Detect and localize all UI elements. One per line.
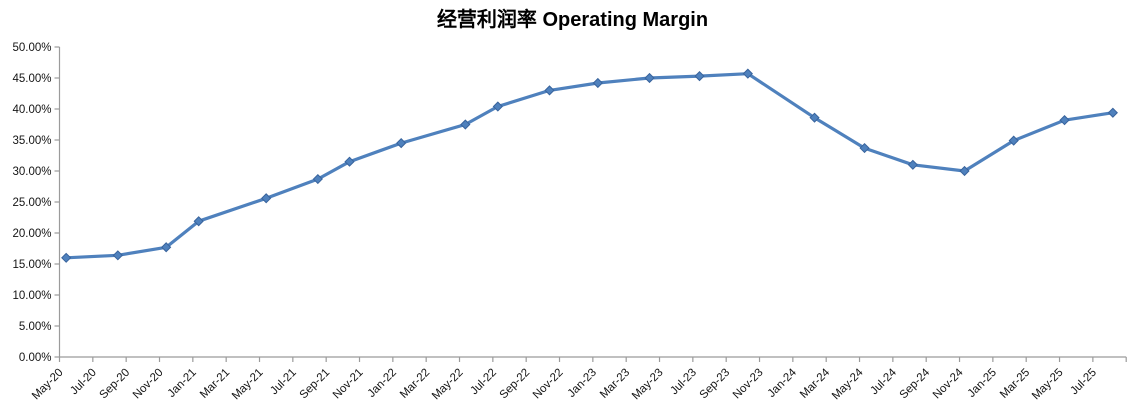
x-tick-label: Nov-24 — [931, 366, 966, 401]
x-tick-label: Nov-22 — [531, 367, 566, 402]
x-tick-label: Jul-23 — [668, 367, 699, 398]
x-tick-label: Jul-20 — [68, 367, 99, 398]
data-point-marker — [344, 156, 355, 167]
x-tick-label: Mar-21 — [198, 367, 232, 401]
x-tick-label: Mar-25 — [998, 367, 1032, 401]
data-point-marker — [396, 137, 407, 149]
x-tick-label: Nov-21 — [331, 367, 366, 402]
x-tick-label: Jan-22 — [366, 367, 399, 400]
x-tick-label: Jan-23 — [566, 367, 599, 400]
data-point-marker — [544, 85, 555, 96]
x-tick-label: May-22 — [430, 367, 466, 403]
x-tick-label: Jan-24 — [766, 366, 800, 400]
y-tick-label: 45.00% — [12, 73, 51, 85]
data-point-marker — [907, 159, 918, 170]
y-tick-label: 5.00% — [19, 321, 52, 333]
data-point-marker — [161, 242, 172, 253]
y-tick-label: 10.00% — [12, 290, 51, 302]
chart-title: 经营利润率 Operating Margin — [436, 9, 709, 31]
y-tick-label: 40.00% — [12, 104, 51, 116]
x-tick-label: Mar-22 — [398, 367, 432, 401]
x-tick-label: Sep-24 — [898, 366, 933, 401]
x-tick-label: Mar-24 — [798, 366, 833, 401]
data-point-marker — [1059, 115, 1070, 126]
y-tick-label: 30.00% — [12, 166, 51, 178]
series-line — [64, 72, 1115, 260]
data-point-marker — [859, 142, 870, 154]
x-tick-label: May-23 — [630, 367, 666, 403]
x-tick-label: Jul-21 — [268, 367, 299, 398]
data-point-marker — [644, 72, 655, 84]
data-point-marker — [492, 101, 503, 112]
data-point-marker — [261, 193, 272, 204]
x-tick-label: Jul-24 — [868, 366, 899, 397]
data-point-marker — [460, 119, 471, 130]
x-tick-label: Jan-21 — [166, 367, 199, 400]
data-point-marker — [1107, 107, 1118, 118]
y-tick-label: 35.00% — [12, 135, 51, 147]
x-tick-label: Sep-23 — [698, 367, 733, 402]
data-point-marker — [193, 216, 204, 227]
y-tick-label: 15.00% — [12, 259, 51, 271]
data-point-marker — [809, 112, 820, 123]
x-tick-label: Mar-23 — [598, 367, 632, 401]
x-tick-label: Nov-23 — [731, 367, 766, 402]
x-tick-label: Nov-20 — [131, 367, 166, 402]
x-tick-label: Jul-25 — [1068, 367, 1099, 398]
y-tick-label: 0.00% — [19, 352, 52, 364]
y-tick-label: 20.00% — [12, 228, 51, 240]
x-tick-label: Sep-20 — [98, 367, 133, 402]
data-point-marker — [61, 252, 72, 263]
x-tick-label: May-20 — [30, 367, 66, 403]
data-point-marker — [1008, 135, 1019, 146]
x-tick-label: May-25 — [1030, 367, 1066, 403]
data-point-marker — [694, 71, 705, 82]
x-tick-label: Sep-22 — [498, 367, 533, 402]
data-point-marker — [592, 77, 603, 89]
x-tick-label: May-24 — [830, 366, 866, 402]
x-tick-label: Jul-22 — [468, 367, 499, 398]
x-tick-label: Jan-25 — [966, 367, 999, 400]
x-tick-label: May-21 — [230, 367, 266, 403]
y-tick-label: 25.00% — [12, 197, 51, 209]
y-tick-label: 50.00% — [12, 42, 51, 54]
data-point-marker — [959, 165, 970, 177]
data-point-marker — [112, 250, 123, 261]
data-point-marker — [312, 173, 323, 185]
x-tick-label: Sep-21 — [298, 367, 333, 402]
data-point-marker — [742, 68, 753, 79]
